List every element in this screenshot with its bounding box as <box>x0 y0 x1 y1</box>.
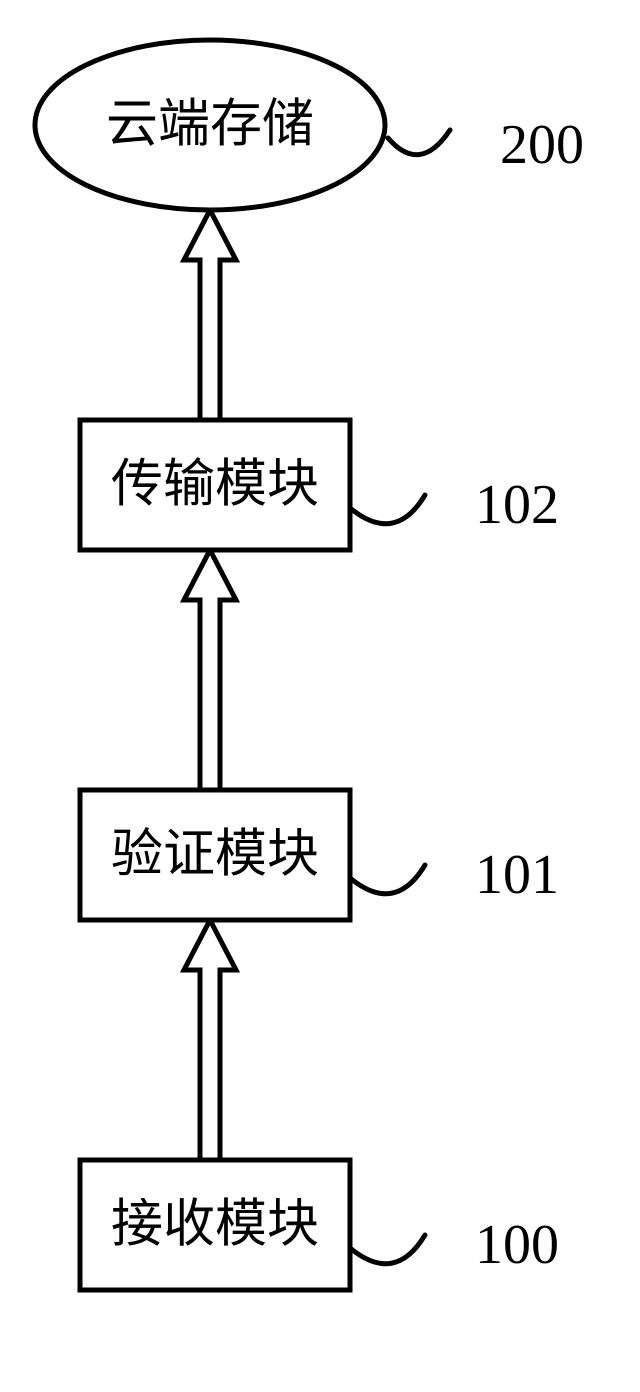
node-transfer: 传输模块 102 <box>80 420 559 550</box>
node-receive: 接收模块 100 <box>80 1160 559 1290</box>
node-text-verify: 验证模块 <box>111 827 319 884</box>
node-cloud: 云端存储 200 <box>35 40 584 210</box>
connector-receive <box>350 1235 425 1264</box>
connector-verify <box>350 865 425 894</box>
label-receive: 100 <box>475 1214 559 1276</box>
node-text-cloud: 云端存储 <box>106 97 314 154</box>
label-transfer: 102 <box>475 474 559 536</box>
connector-cloud <box>388 130 450 155</box>
node-text-receive: 接收模块 <box>111 1197 319 1254</box>
arrow-0 <box>184 920 236 1160</box>
label-verify: 101 <box>475 844 559 906</box>
node-verify: 验证模块 101 <box>80 790 559 920</box>
arrow-2 <box>184 210 236 420</box>
node-text-transfer: 传输模块 <box>111 457 319 514</box>
label-cloud: 200 <box>500 114 584 176</box>
connector-transfer <box>350 495 425 524</box>
arrow-1 <box>184 550 236 790</box>
